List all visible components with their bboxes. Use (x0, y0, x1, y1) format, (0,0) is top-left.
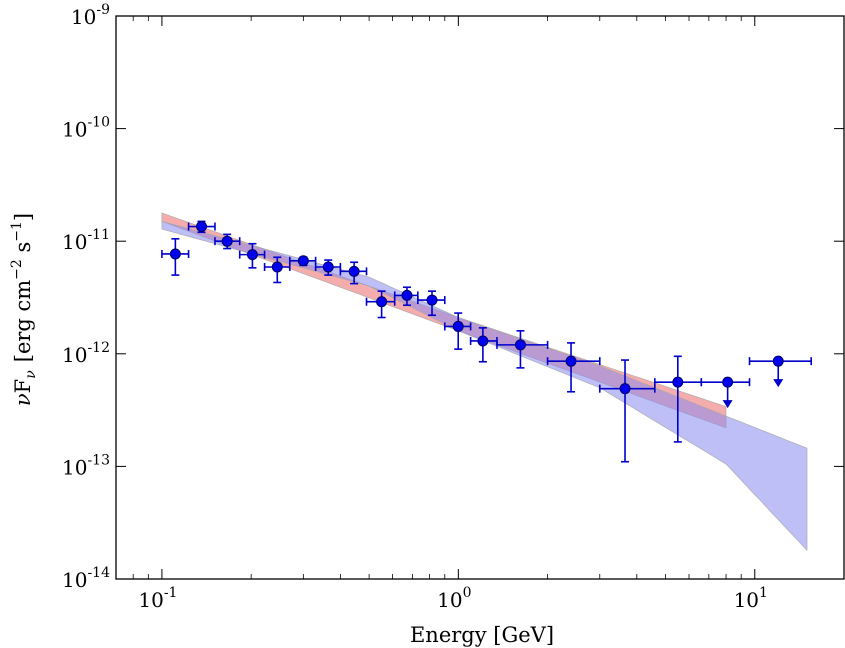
point-marker (565, 355, 577, 367)
x-tick-label: 10-1 (138, 585, 177, 612)
data-point (238, 242, 266, 269)
y-label-exp-b: −1 (9, 221, 25, 242)
point-marker (169, 248, 181, 260)
x-tick-label-base: 10 (138, 588, 163, 612)
y-tick-label-exponent: -12 (87, 340, 110, 356)
y-tick-label-base: 10 (62, 230, 87, 254)
data-point (496, 330, 549, 369)
x-axis-label: Energy [GeV] (410, 623, 554, 647)
plot-frame (115, 15, 845, 580)
point-marker (271, 261, 283, 273)
data-point (214, 233, 241, 250)
y-tick-label-base: 10 (71, 5, 96, 29)
upper-limit-arrow (722, 400, 733, 409)
x-tick-label-exponent: 1 (759, 585, 768, 601)
point-marker (477, 335, 489, 347)
data-point (546, 342, 601, 393)
y-tick-label-exponent: -11 (87, 227, 110, 243)
point-marker (376, 296, 388, 308)
point-marker (514, 339, 526, 351)
y-tick-label-base: 10 (62, 343, 87, 367)
y-tick-label-exponent: -13 (87, 452, 110, 468)
data-point (339, 261, 368, 285)
y-label-sub: ν (23, 370, 39, 379)
data-point (654, 355, 703, 443)
point-marker (426, 294, 438, 306)
data-point (161, 238, 190, 276)
point-marker (619, 383, 631, 395)
x-tick-label-exponent: -1 (164, 585, 178, 601)
y-tick-label-exponent: -9 (96, 2, 110, 18)
y-label-nu: ν (11, 393, 35, 406)
data-point (288, 255, 317, 267)
data-point (598, 359, 656, 463)
data-point (365, 290, 396, 319)
data-point (393, 286, 419, 307)
data-point (443, 312, 472, 350)
y-label-unit-a: [erg cm (11, 280, 35, 363)
y-tick-label: 10-11 (62, 227, 110, 254)
point-marker (246, 249, 258, 261)
point-marker (221, 235, 233, 247)
y-label-unit-b: s (11, 242, 35, 259)
y-label-exp-a: −2 (9, 259, 25, 280)
data-point (187, 220, 216, 234)
point-marker (322, 261, 334, 273)
data-point (417, 290, 446, 317)
x-tick-label: 100 (437, 585, 471, 612)
data-point (469, 327, 498, 363)
y-tick-label: 10-10 (62, 115, 110, 142)
point-marker (348, 265, 360, 277)
point-marker (722, 376, 734, 388)
x-tick-label-exponent: 0 (463, 585, 472, 601)
y-tick-label-exponent: -10 (87, 115, 110, 131)
y-tick-label-base: 10 (62, 118, 87, 142)
point-marker (672, 376, 684, 388)
point-marker (772, 355, 784, 367)
data-point (263, 256, 291, 284)
data-point (700, 376, 751, 409)
y-label-f: F (11, 379, 35, 394)
point-marker (401, 289, 413, 301)
point-marker (452, 320, 464, 332)
data-point (314, 259, 342, 276)
y-tick-label: 10-12 (62, 340, 110, 367)
data-point (748, 355, 812, 388)
point-marker (297, 255, 309, 267)
y-tick-label: 10-13 (62, 452, 110, 479)
y-axis-label: νFν [erg cm−2 s−1] (9, 213, 39, 406)
y-label-unit-c: ] (11, 213, 35, 221)
y-tick-label: 10-9 (71, 2, 110, 29)
x-tick-label-base: 10 (437, 588, 462, 612)
y-tick-label-base: 10 (62, 455, 87, 479)
ticks-layer (116, 15, 844, 580)
x-tick-label-base: 10 (734, 588, 759, 612)
x-tick-label: 101 (734, 585, 768, 612)
point-marker (196, 221, 208, 233)
data-points-layer (161, 220, 812, 463)
y-tick-label-base: 10 (62, 568, 87, 592)
y-tick-label-exponent: -14 (87, 565, 110, 581)
y-tick-label: 10-14 (62, 565, 110, 592)
upper-limit-arrow (773, 379, 784, 388)
